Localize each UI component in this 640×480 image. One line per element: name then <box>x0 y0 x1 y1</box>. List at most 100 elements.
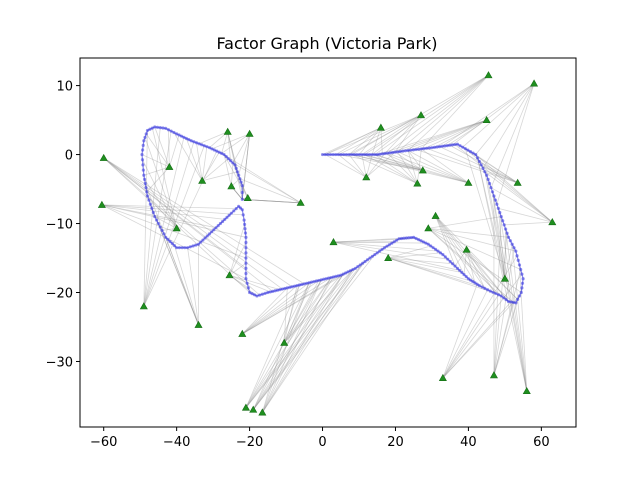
factor-edge <box>229 224 245 276</box>
pose-point <box>383 151 387 156</box>
factor-edge <box>238 133 250 176</box>
pose-point <box>300 282 304 287</box>
pose-point <box>438 251 443 255</box>
landmark-point <box>500 274 509 282</box>
pose-point <box>334 274 338 279</box>
factor-edge <box>493 233 508 376</box>
pose-point <box>240 190 244 195</box>
factor-edge <box>154 216 177 229</box>
pose-point <box>362 152 367 157</box>
factor-edge <box>103 157 273 292</box>
pose-point <box>210 230 214 234</box>
pose-point <box>427 146 431 150</box>
factor-edge <box>283 277 332 344</box>
pose-point <box>479 163 483 167</box>
factor-edge <box>144 183 199 326</box>
pose-point <box>194 243 198 247</box>
factor-edge <box>493 269 522 376</box>
pose-point <box>505 231 509 235</box>
pose-point <box>273 289 277 293</box>
pose-point <box>307 281 311 285</box>
factor-edge <box>252 261 366 410</box>
factor-edge <box>359 127 382 155</box>
factor-edge <box>101 204 237 209</box>
factor-edge <box>338 154 367 178</box>
pose-point <box>324 277 328 281</box>
factor-edge <box>147 195 177 229</box>
pose-point <box>363 259 367 264</box>
pose-point <box>141 163 145 167</box>
factor-edge <box>388 257 462 273</box>
pose-point <box>218 221 223 226</box>
pose-point <box>499 294 503 298</box>
pose-point <box>426 242 430 246</box>
pose-point <box>411 148 415 152</box>
landmark-point <box>280 338 289 346</box>
pose-point <box>187 138 191 142</box>
factor-edge <box>241 133 250 200</box>
pose-point <box>151 210 155 215</box>
pose-point <box>188 245 192 249</box>
factor-edge <box>348 127 382 155</box>
factor-edge <box>232 162 301 204</box>
pose-point <box>399 236 404 241</box>
pose-point <box>464 275 468 279</box>
factor-edge <box>103 157 247 269</box>
factor-edge <box>463 249 467 275</box>
factor-edge <box>423 119 487 149</box>
pose-point <box>367 152 372 157</box>
factor-edges <box>101 74 553 413</box>
pose-point <box>365 258 370 262</box>
landmark-point <box>172 224 181 232</box>
trajectory <box>140 125 525 305</box>
factor-edge <box>462 83 535 148</box>
pose-point <box>443 144 447 148</box>
factor-edge <box>242 282 310 335</box>
pose-point <box>244 261 248 265</box>
pose-point <box>477 159 481 164</box>
pose-point <box>397 237 401 241</box>
factor-edge <box>154 126 170 168</box>
pose-point <box>514 249 518 253</box>
pose-point <box>448 259 452 264</box>
factor-edge <box>338 154 423 171</box>
factor-edge <box>201 158 229 182</box>
landmark-point <box>462 245 471 253</box>
factor-edge <box>230 162 234 187</box>
factor-edge <box>242 198 301 204</box>
factor-edge <box>374 154 418 184</box>
pose-point <box>441 252 445 257</box>
factor-edge <box>348 154 367 178</box>
pose-point <box>166 128 171 132</box>
factor-edge <box>428 216 502 229</box>
factor-edge <box>407 74 489 151</box>
pose-point <box>185 246 190 250</box>
pose-point <box>512 246 516 250</box>
factor-edge <box>242 280 320 335</box>
factor-edge <box>407 150 424 171</box>
landmark-point <box>329 238 338 246</box>
y-axis: 10 0 −10 −20 −30 <box>46 80 80 370</box>
factor-edge <box>242 277 332 335</box>
factor-edge <box>168 134 180 168</box>
factor-edge <box>325 114 422 155</box>
pose-point <box>244 240 248 245</box>
factor-edge <box>325 127 382 155</box>
factor-edge <box>397 151 469 184</box>
pose-point <box>234 166 238 170</box>
pose-point <box>158 225 162 229</box>
pose-point <box>189 139 193 143</box>
pose-point <box>183 246 187 250</box>
pose-point <box>402 236 406 240</box>
landmark-point <box>241 403 250 411</box>
factor-edge <box>504 221 553 226</box>
pose-point <box>244 266 248 270</box>
factor-edge <box>477 157 506 279</box>
pose-point <box>166 237 170 241</box>
factor-edge <box>384 114 422 154</box>
pose-point <box>207 232 212 236</box>
factor-edge <box>101 204 225 220</box>
factor-edge <box>156 219 199 326</box>
pose-point <box>502 223 506 227</box>
factor-edge <box>174 245 199 326</box>
